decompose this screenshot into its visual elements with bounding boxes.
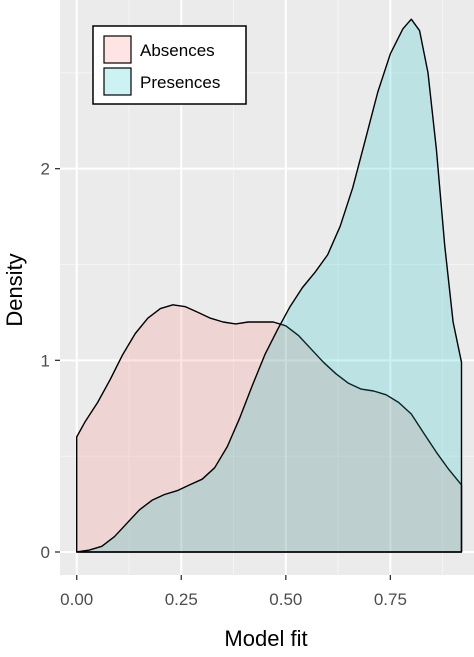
density-area-absences [76,304,463,553]
legend-label-absences: Absences [140,41,215,60]
density-areas [76,18,463,553]
y-tick-label: 2 [41,160,50,179]
y-tick-label: 0 [41,543,50,562]
legend-key-absences [103,35,132,64]
y-axis-title: Density [2,253,27,326]
x-axis: 0.00 0.25 0.50 0.75 [60,575,407,609]
legend-label-presences: Presences [140,73,220,92]
legend-box [92,25,247,105]
x-tick-label: 0.25 [165,590,198,609]
x-tick-label: 0.75 [374,590,407,609]
y-axis: 0 1 2 [41,160,60,562]
x-tick-label: 0.00 [60,590,93,609]
y-tick-label: 1 [41,351,50,370]
legend-key-presences [103,67,132,96]
legend: Absences Presences [92,25,247,105]
density-area-presences [76,18,463,553]
x-tick-label: 0.50 [269,590,302,609]
x-axis-title: Model fit [224,626,307,651]
